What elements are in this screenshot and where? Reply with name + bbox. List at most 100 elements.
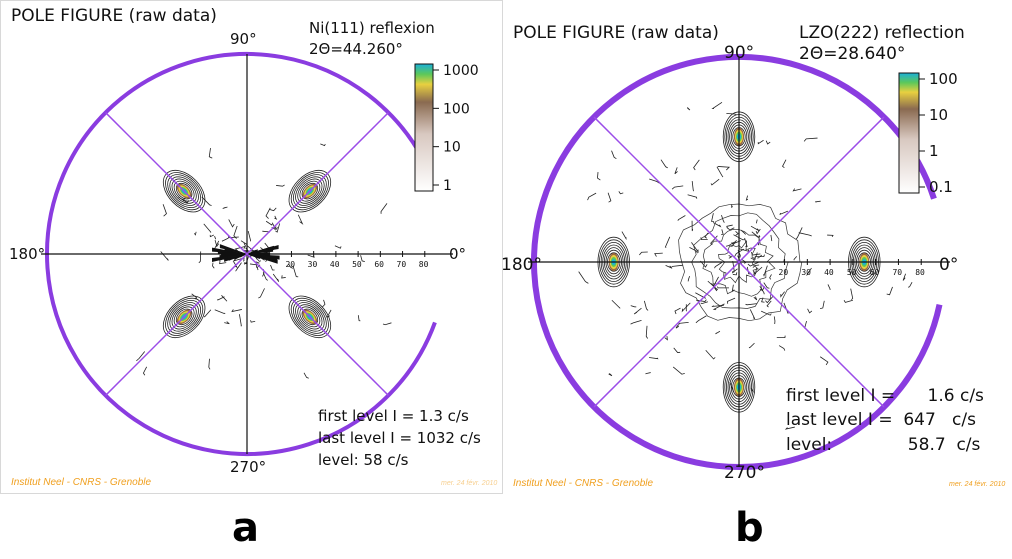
- noise-contour: [630, 320, 642, 325]
- last-level-text: last level I = 647 c/s: [786, 410, 976, 430]
- noise-contour: [700, 260, 708, 268]
- radial-tick-label: 20: [779, 268, 789, 277]
- noise-contour: [819, 356, 829, 366]
- radial-tick-label: 20: [285, 260, 295, 269]
- noise-contour: [907, 282, 913, 288]
- noise-contour: [621, 231, 627, 241]
- noise-contour: [731, 268, 738, 274]
- noise-contour: [757, 254, 763, 259]
- noise-contour: [733, 234, 746, 241]
- center-streak: [227, 254, 247, 260]
- institute-footer: Institut Neel - CNRS - Grenoble: [513, 478, 653, 489]
- noise-contour: [214, 309, 226, 314]
- noise-contour: [726, 113, 737, 115]
- noise-contour: [732, 272, 738, 276]
- noise-contour: [208, 358, 211, 370]
- noise-contour: [754, 252, 758, 259]
- reflection-label: Ni(111) reflexion: [309, 19, 435, 37]
- colorbar-tick-label: 100: [443, 101, 470, 117]
- two-theta-label: 2Θ=44.260°: [309, 40, 403, 58]
- noise-contour: [221, 295, 228, 302]
- noise-contour: [715, 330, 721, 335]
- angle-label-right: 0°: [939, 255, 958, 275]
- outer-ring: [531, 54, 943, 470]
- noise-contour: [654, 252, 663, 257]
- noise-contour: [779, 210, 789, 216]
- noise-contour: [254, 256, 262, 262]
- noise-contour: [214, 240, 220, 248]
- panel-caption-b: b: [735, 505, 764, 551]
- noise-contour: [235, 262, 242, 272]
- noise-contour: [798, 232, 812, 237]
- noise-contour: [745, 195, 749, 201]
- noise-contour: [710, 178, 720, 186]
- noise-contour: [755, 219, 758, 224]
- noise-contour: [198, 251, 202, 264]
- noise-contour: [731, 204, 733, 208]
- noise-contour: [269, 207, 277, 212]
- noise-contour: [759, 285, 765, 295]
- noise-contour: [217, 296, 225, 301]
- noise-contour: [752, 264, 760, 268]
- noise-contour: [214, 235, 217, 240]
- axes-b: 20 30 40 50 60 70 80: [528, 57, 950, 467]
- plot-title: POLE FIGURE (raw data): [513, 23, 719, 43]
- noise-contour: [827, 284, 831, 290]
- noise-contour: [687, 107, 691, 111]
- noise-contour: [607, 192, 612, 203]
- noise-contour: [815, 200, 821, 203]
- colorbar-tick-label: 0.1: [929, 178, 953, 196]
- colorbar-scale: [414, 63, 434, 192]
- noise-contour: [740, 229, 746, 235]
- noise-contour: [792, 188, 802, 192]
- noise-contour: [212, 262, 215, 269]
- noise-contour: [769, 274, 772, 280]
- noise-contour: [274, 215, 278, 220]
- noise-contour: [671, 264, 684, 267]
- angle-label-bottom: 270°: [230, 458, 266, 476]
- colorbar-a: 1000 100 10 1: [414, 63, 479, 194]
- noise-contour: [630, 305, 637, 308]
- noise-contour: [297, 214, 304, 225]
- noise-contour: [357, 315, 361, 322]
- noise-contour: [675, 324, 680, 329]
- noise-contour: [334, 245, 342, 249]
- radial-tick-label: 40: [330, 260, 340, 269]
- noise-contour: [735, 231, 739, 236]
- center-streak: [212, 247, 247, 254]
- plot-title: POLE FIGURE (raw data): [11, 6, 217, 26]
- radial-tick-label: 60: [870, 268, 880, 277]
- noise-contour: [730, 240, 737, 247]
- noise-contour: [691, 181, 694, 192]
- noise-contour: [806, 267, 812, 276]
- noise-contour: [717, 286, 729, 289]
- noise-contour: [763, 282, 770, 289]
- center-streak: [219, 244, 247, 254]
- noise-contour: [700, 237, 708, 241]
- noise-contour: [382, 322, 392, 326]
- noise-contour: [783, 302, 789, 314]
- institute-footer: Institut Neel - CNRS - Grenoble: [11, 477, 151, 488]
- noise-contour: [850, 288, 854, 301]
- noise-contour: [725, 241, 735, 247]
- center-streak: [247, 246, 273, 254]
- date-footer: mer. 24 févr. 2010: [441, 480, 497, 487]
- diagonal-axis: [593, 116, 885, 408]
- noise-contour: [618, 191, 624, 195]
- noise-contour: [231, 309, 242, 313]
- angle-label-bottom: 270°: [724, 463, 765, 483]
- noise-contour: [712, 303, 725, 311]
- noise-contour: [265, 207, 271, 219]
- noise-contour: [674, 307, 681, 315]
- noise-contour: [696, 299, 707, 302]
- noise-contour: [201, 196, 212, 206]
- pole-figure-plot-a: 20 30 40 50 60 70 80 1000 100 10 1 POLE FIGURE (r…: [9, 6, 497, 488]
- colorbar-tick-label: 10: [443, 140, 461, 156]
- noise-contour: [716, 166, 724, 178]
- noise-contour: [750, 225, 760, 232]
- noise-contour: [360, 255, 365, 262]
- noise-contour: [162, 204, 167, 217]
- noise-contour: [707, 280, 718, 290]
- angle-label-left: 180°: [9, 245, 45, 263]
- noise-contour: [271, 222, 278, 231]
